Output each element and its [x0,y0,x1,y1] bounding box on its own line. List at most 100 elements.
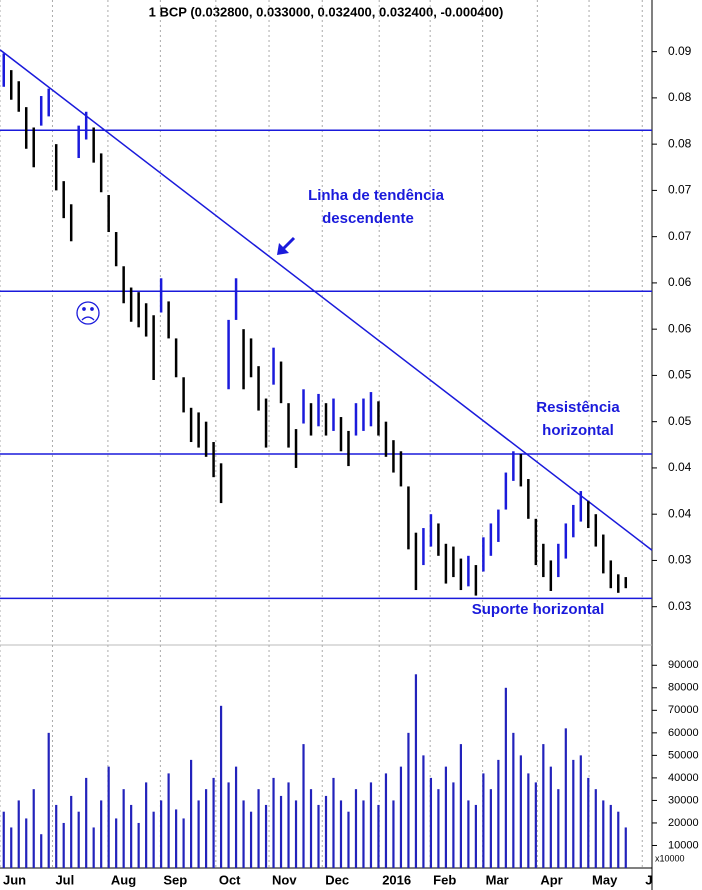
y-tick-label: 70000 [668,704,699,716]
volume-bar [122,789,125,868]
volume-bar [115,818,118,868]
y-tick-label: 40000 [668,772,699,784]
volume-bar [429,777,433,868]
volume-bar [354,789,358,868]
volume-bar [249,811,253,868]
volume-bar [77,811,80,868]
y-tick-label: 0.09 [668,44,692,58]
volume-bar [414,674,418,868]
volume-bar [452,782,455,868]
y-tick-label: 0.03 [668,553,692,567]
volume-bar [160,800,163,868]
volume-bar [369,782,373,868]
volume-bar [32,789,35,868]
volume-bar [467,800,470,868]
volume-bar [572,759,575,868]
annotation: descendente [322,210,414,227]
y-tick-label: 50000 [668,749,699,761]
volume-bar [512,732,515,868]
volume-bar [564,728,567,868]
y-tick-label: 0.07 [668,229,692,243]
volume-bar [542,744,545,868]
volume-bar [617,811,620,868]
volume-bar [362,800,365,868]
volume-bar [242,800,245,868]
volume-bar [264,804,268,868]
x-tick-label: Nov [272,872,297,887]
volume-bar [497,759,500,868]
volume-bar [279,795,283,868]
x-tick-label: Sep [163,872,187,887]
volume-bar [152,811,155,868]
volume-bar [2,811,5,868]
volume-bar [197,800,200,868]
volume-bar [579,755,582,868]
volume-bar [182,818,185,868]
volume-bar [399,766,403,868]
y-tick-label: 0.06 [668,275,692,289]
volume-bar [175,809,178,868]
volume-bar [190,759,193,868]
volume-bar [100,800,103,868]
chart-title: 1 BCP (0.032800, 0.033000, 0.032400, 0.0… [149,4,504,19]
volume-bar [519,755,522,868]
volume-bar [107,766,110,868]
x-tick-label: Mar [486,872,509,887]
volume-bar [62,822,65,868]
volume-bar [137,822,140,868]
volume-bar [309,789,313,868]
annotation: Suporte horizontal [472,601,605,618]
x-tick-label: Aug [111,872,136,887]
volume-bar [377,804,380,868]
volume-bar [332,777,335,868]
volume-bar [17,800,20,868]
y-tick-label: 0.07 [668,183,692,197]
volume-bar [534,782,537,868]
volume-bar [549,766,552,868]
y-tick-label: 0.04 [668,506,692,520]
volume-bar [324,795,328,868]
volume-bar [10,827,13,868]
volume-bar [557,789,560,868]
volume-bar [527,773,530,868]
volume-bar [25,818,28,868]
x-tick-label: Oct [219,872,241,887]
x-tick-label: Feb [433,872,456,887]
volume-bar [302,744,305,868]
x-tick-label: J [645,872,652,887]
volume-bar [489,789,492,868]
annotation: Resistência [536,399,620,416]
y-tick-label: 60000 [668,727,699,739]
volume-bar [227,782,230,868]
annotation: horizontal [542,422,614,439]
volume-bar [219,705,223,868]
x-tick-label: Jul [55,872,74,887]
x-tick-label: 2016 [382,872,411,887]
volume-bar [444,766,448,868]
volume-bar [437,789,440,868]
volume-bar [624,827,627,868]
volume-bar [40,834,43,868]
volume-bar [422,755,425,868]
annotation: Linha de tendência [308,187,445,204]
y-tick-label: 0.05 [668,368,692,382]
volume-bar [47,732,50,868]
x-tick-label: Jun [3,872,26,887]
y-tick-label: 0.06 [668,321,692,335]
y-tick-label: 0.03 [668,599,692,613]
volume-bar [339,800,343,868]
volume-bar [384,773,388,868]
volume-bar [85,777,88,868]
volume-bar [594,789,597,868]
volume-bar [287,782,290,868]
y-tick-label: 90000 [668,659,699,671]
volume-bar [504,687,507,868]
y-tick-label: 30000 [668,794,699,806]
y-tick-label: 0.04 [668,460,692,474]
y-tick-label: 0.05 [668,414,692,428]
volume-bar [407,732,410,868]
x-tick-label: Apr [540,872,562,887]
y-axis-unit: x10000 [655,853,685,863]
y-tick-label: 20000 [668,817,699,829]
